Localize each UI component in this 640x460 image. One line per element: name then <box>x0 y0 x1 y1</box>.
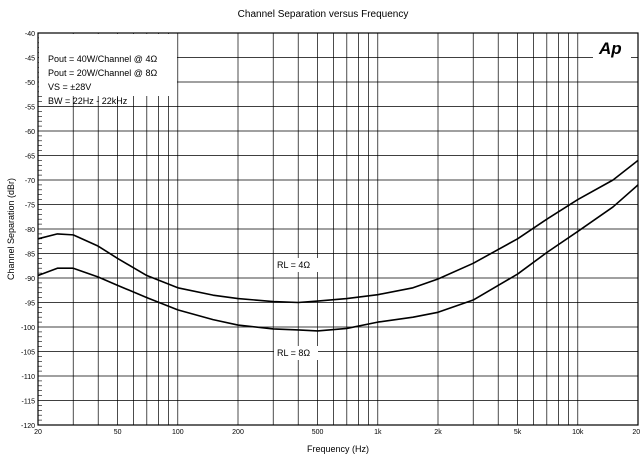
y-tick-label: -95 <box>25 301 35 308</box>
y-tick-label: -75 <box>25 203 35 210</box>
x-tick-label: 50 <box>114 429 122 436</box>
x-tick-label: 2k <box>434 429 442 436</box>
y-tick-label: -70 <box>25 178 35 185</box>
x-tick-label: 1k <box>374 429 382 436</box>
condition-vs: VS = ±28V <box>48 82 91 92</box>
curve-label-4ohm: RL = 4Ω <box>277 260 310 270</box>
x-tick-label: 10k <box>572 429 584 436</box>
condition-bw: BW = 22Hz - 22kHz <box>48 96 128 106</box>
y-tick-label: -55 <box>25 105 35 112</box>
y-tick-label: -45 <box>25 56 35 63</box>
y-tick-label: -115 <box>22 399 36 406</box>
x-tick-label: 5k <box>514 429 522 436</box>
y-tick-label: -65 <box>25 154 35 161</box>
y-tick-label: -110 <box>22 374 36 381</box>
series-line-4ohm <box>37 159 639 304</box>
ticks: -40 -45 -50 -55 -60 -65 -70 -75 -80 -85 -90 -95 -100… <box>21 31 640 436</box>
y-tick-label: -85 <box>25 252 35 259</box>
x-tick-label: 500 <box>312 429 324 436</box>
y-tick-label: -120 <box>21 423 35 430</box>
conditions-box: Pout = 40W/Channel @ 4Ω Pout = 20W/Chann… <box>39 34 177 106</box>
y-tick-label: -90 <box>25 276 35 283</box>
x-tick-label: 20 <box>34 429 42 436</box>
x-tick-label: 100 <box>172 429 184 436</box>
logo-bg <box>593 36 631 58</box>
ap-logo: Ap <box>598 39 622 58</box>
condition-pout-8ohm: Pout = 20W/Channel @ 8Ω <box>48 68 157 78</box>
y-tick-label: -100 <box>21 325 35 332</box>
x-axis-label: Frequency (Hz) <box>307 444 369 454</box>
y-tick-label: -80 <box>25 227 35 234</box>
curve-label-8ohm: RL = 8Ω <box>277 348 310 358</box>
label-bg-8ohm <box>274 346 318 360</box>
label-bg-4ohm <box>274 258 318 272</box>
y-tick-label: -105 <box>21 350 35 357</box>
x-tick-label: 20k <box>632 429 640 436</box>
plot-frame <box>37 32 639 426</box>
y-tick-label: -50 <box>25 80 35 87</box>
chart-title: Channel Separation versus Frequency <box>238 9 409 20</box>
x-tick-label: 200 <box>232 429 244 436</box>
series-line-8ohm <box>37 184 639 332</box>
conditions-box-bg <box>39 34 177 96</box>
series-group <box>37 159 639 332</box>
y-tick-label: -60 <box>25 129 35 136</box>
y-axis-label: Channel Separation (dBr) <box>6 178 16 280</box>
condition-pout-4ohm: Pout = 40W/Channel @ 4Ω <box>48 54 157 64</box>
y-tick-label: -40 <box>25 31 35 38</box>
